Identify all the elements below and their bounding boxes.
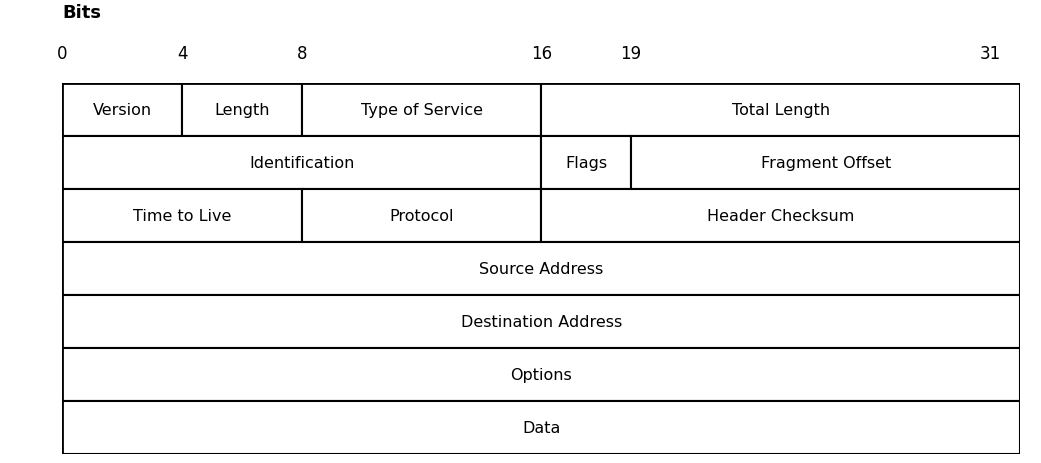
Text: Header Checksum: Header Checksum xyxy=(707,208,855,223)
Bar xyxy=(302,189,541,242)
Text: 4: 4 xyxy=(177,45,187,63)
Bar xyxy=(541,83,1020,136)
Text: Total Length: Total Length xyxy=(732,102,830,117)
Bar xyxy=(182,83,302,136)
Text: 31: 31 xyxy=(980,45,1000,63)
Text: 16: 16 xyxy=(531,45,552,63)
Bar xyxy=(541,189,1020,242)
Text: Data: Data xyxy=(523,420,560,435)
Bar xyxy=(541,136,631,189)
Text: Length: Length xyxy=(214,102,270,117)
Text: 19: 19 xyxy=(620,45,641,63)
Bar xyxy=(62,83,182,136)
Text: 8: 8 xyxy=(297,45,307,63)
Bar xyxy=(631,136,1020,189)
Text: 0: 0 xyxy=(57,45,68,63)
Bar xyxy=(62,401,1020,454)
Text: Bits: Bits xyxy=(62,4,101,22)
Text: Protocol: Protocol xyxy=(389,208,454,223)
Bar xyxy=(62,189,302,242)
Text: Version: Version xyxy=(93,102,152,117)
Text: Options: Options xyxy=(510,367,573,382)
Text: Type of Service: Type of Service xyxy=(360,102,483,117)
Text: Flags: Flags xyxy=(565,155,607,170)
Text: Source Address: Source Address xyxy=(479,261,604,276)
Text: Identification: Identification xyxy=(249,155,355,170)
Bar xyxy=(62,242,1020,295)
Text: Time to Live: Time to Live xyxy=(133,208,231,223)
Bar xyxy=(302,83,541,136)
Bar xyxy=(62,348,1020,401)
Bar xyxy=(62,136,541,189)
Text: Fragment Offset: Fragment Offset xyxy=(761,155,891,170)
Bar xyxy=(62,295,1020,348)
Text: Destination Address: Destination Address xyxy=(461,314,621,329)
